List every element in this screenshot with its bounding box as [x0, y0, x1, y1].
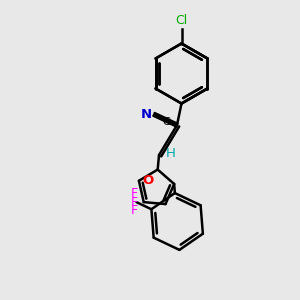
Text: N: N — [140, 108, 152, 121]
Text: Cl: Cl — [176, 14, 188, 27]
Text: O: O — [142, 174, 154, 187]
Text: F: F — [130, 187, 138, 200]
Text: H: H — [166, 147, 175, 160]
Text: F: F — [130, 204, 138, 217]
Text: F: F — [130, 196, 138, 209]
Text: C: C — [162, 117, 170, 127]
